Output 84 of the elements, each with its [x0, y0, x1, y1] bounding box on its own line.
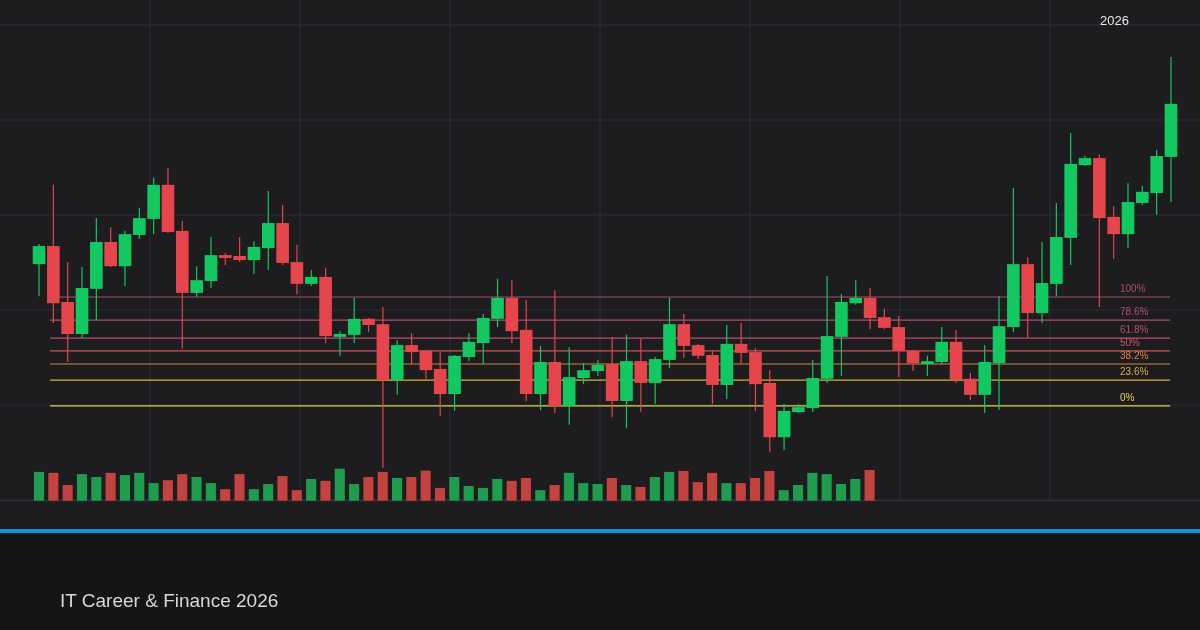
- candlestick: [462, 332, 476, 362]
- annotation: 0%: [1120, 391, 1135, 403]
- bar: [134, 472, 145, 501]
- candlestick: [634, 338, 648, 413]
- bar: [578, 483, 589, 501]
- annotation: 78.6%: [1120, 306, 1149, 318]
- bar: [76, 474, 88, 501]
- bar: [349, 484, 360, 501]
- bar: [363, 477, 374, 501]
- bar: [492, 478, 503, 501]
- bar: [750, 477, 761, 501]
- bar: [664, 471, 675, 501]
- candlestick: [190, 265, 203, 298]
- candlestick: [734, 322, 748, 365]
- bar: [821, 474, 832, 501]
- candlestick: [32, 243, 46, 297]
- bar: [263, 484, 274, 501]
- bar: [835, 484, 847, 501]
- annotation: 100%: [1120, 283, 1146, 295]
- bar: [721, 483, 732, 501]
- candlestick: [677, 313, 691, 359]
- annotation: 61.8%: [1120, 324, 1149, 336]
- annotation: 23.6%: [1120, 366, 1149, 378]
- bar: [220, 489, 231, 501]
- bar: [205, 483, 216, 501]
- candlestick: [648, 356, 662, 405]
- bar: [850, 478, 861, 501]
- bar: [62, 485, 73, 501]
- annotation: 50%: [1120, 336, 1141, 348]
- bar: [420, 470, 431, 501]
- candlestick: [863, 287, 877, 330]
- bar: [678, 470, 689, 501]
- bar: [621, 485, 632, 501]
- bar: [48, 472, 59, 501]
- bar: [191, 477, 202, 501]
- candlestick: [405, 332, 418, 365]
- candlestick: [964, 372, 977, 401]
- bar: [277, 476, 288, 501]
- bar: [434, 487, 446, 501]
- bar: [392, 477, 403, 501]
- bar: [563, 472, 574, 501]
- bar: [248, 489, 259, 501]
- bar: [778, 490, 789, 501]
- text: IT Career & Finance 2026: [60, 590, 279, 611]
- annotation: 38.2%: [1120, 350, 1149, 362]
- bar: [306, 478, 317, 501]
- bar: [148, 483, 159, 501]
- bar: [119, 475, 130, 501]
- bar: [334, 468, 345, 501]
- bar: [649, 477, 660, 501]
- bar: [506, 480, 517, 501]
- candlestick: [290, 244, 304, 295]
- bar: [549, 485, 560, 501]
- bar: [606, 477, 617, 501]
- bar: [291, 490, 302, 501]
- bar: [707, 472, 718, 501]
- bar: [320, 480, 331, 501]
- bar: [463, 485, 474, 501]
- bar: [33, 471, 45, 501]
- candlestick: [577, 362, 590, 385]
- bar: [535, 490, 546, 501]
- text: 2026: [1100, 13, 1129, 28]
- bar: [807, 472, 818, 501]
- bar: [91, 477, 102, 501]
- bar: [449, 477, 460, 501]
- candlestick: [419, 349, 433, 380]
- bar: [377, 471, 388, 501]
- bar: [105, 472, 116, 501]
- bar: [234, 474, 245, 501]
- bar: [635, 486, 646, 501]
- bar: [592, 484, 603, 501]
- bar: [864, 469, 875, 501]
- bar: [162, 480, 173, 501]
- bar: [792, 485, 804, 501]
- bar: [764, 470, 775, 501]
- bar: [520, 477, 531, 501]
- bar: [692, 482, 703, 501]
- candlestick: [247, 240, 261, 275]
- bar: [735, 483, 746, 501]
- candlestick: [347, 297, 361, 344]
- bar: [177, 474, 188, 501]
- bar: [406, 477, 417, 501]
- candlestick: [333, 330, 347, 357]
- bar: [477, 487, 489, 501]
